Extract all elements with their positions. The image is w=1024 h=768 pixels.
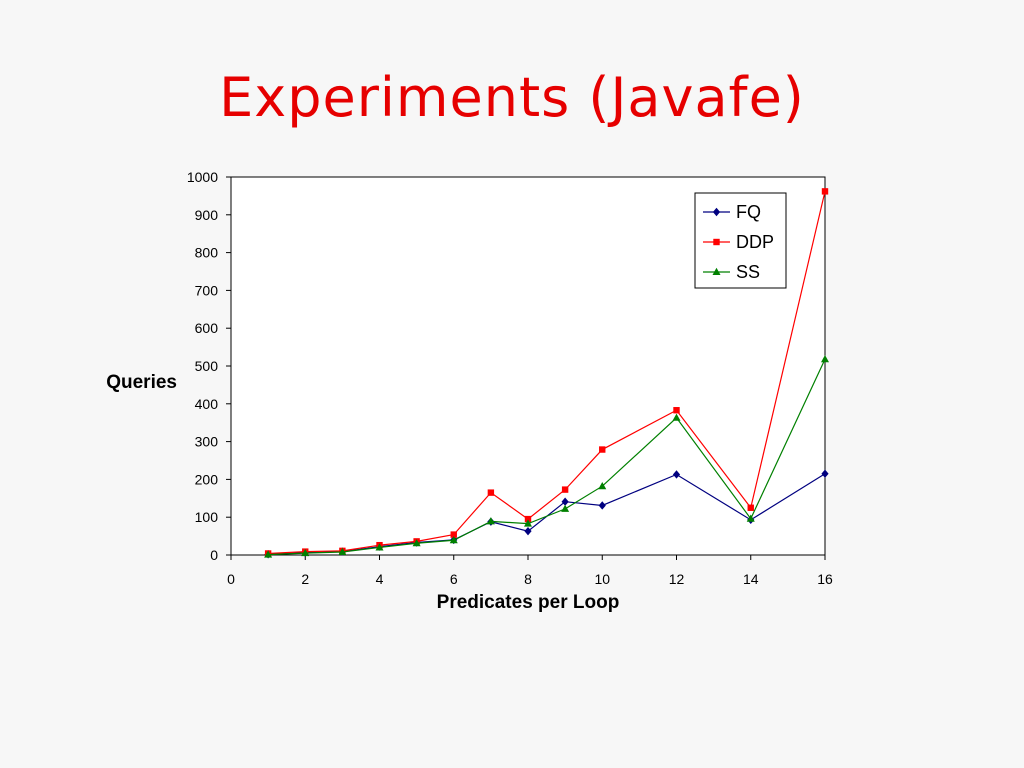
y-axis-title: Queries	[106, 372, 177, 393]
legend-item-fq: FQ	[703, 202, 761, 222]
data-point-fq	[821, 469, 829, 478]
legend-item-ddp: DDP	[703, 232, 774, 252]
data-point-fq	[561, 497, 569, 506]
y-tick-label: 1000	[187, 169, 218, 185]
y-tick-label: 500	[195, 358, 219, 374]
data-point-fq	[672, 470, 681, 479]
x-tick-label: 16	[817, 571, 833, 587]
data-point-ddp	[821, 188, 829, 195]
data-point-ddp	[561, 486, 569, 493]
data-point-ddp	[450, 531, 457, 538]
legend-marker-ss	[712, 267, 721, 275]
slide-title: Experiments (Javafe)	[219, 66, 805, 129]
data-point-ss	[524, 519, 532, 527]
legend: FQ DDP SS	[694, 192, 787, 289]
y-tick-label: 900	[195, 207, 219, 223]
data-point-ss	[598, 482, 607, 490]
data-point-ddp	[487, 489, 495, 496]
data-point-ss	[561, 504, 570, 512]
data-point-ss	[672, 413, 681, 421]
x-tick-label: 0	[227, 571, 235, 587]
data-point-ss	[486, 517, 495, 525]
data-point-ss	[746, 514, 755, 522]
x-axis-title: Predicates per Loop	[437, 592, 620, 613]
data-point-ss	[338, 547, 347, 555]
y-tick-label: 700	[195, 282, 219, 298]
data-point-fq	[524, 526, 532, 536]
axes: 0 100 200 300 400 500 600 700 800 900 1000 0 2 4 6 8 10 1…	[187, 169, 833, 587]
x-tick-label: 2	[301, 571, 309, 587]
data-point-ss	[375, 543, 384, 551]
y-tick-label: 100	[195, 509, 219, 525]
series-ss	[264, 354, 829, 558]
y-tick-label: 200	[195, 471, 219, 487]
data-point-ss	[449, 536, 458, 544]
x-tick-label: 4	[376, 571, 384, 587]
x-tick-label: 8	[524, 571, 532, 587]
data-point-fq	[598, 501, 606, 510]
legend-label-fq: FQ	[736, 202, 761, 222]
legend-marker-fq	[712, 207, 721, 217]
legend-marker-ddp	[713, 238, 720, 246]
data-point-ddp	[747, 504, 754, 511]
y-tick-label: 0	[210, 547, 218, 563]
y-tick-label: 800	[195, 245, 219, 261]
y-tick-label: 300	[195, 434, 219, 450]
x-tick-label: 10	[594, 571, 610, 587]
series-group	[264, 188, 829, 559]
data-point-ddp	[524, 515, 532, 523]
data-point-ddp	[599, 446, 606, 453]
legend-label-ddp: DDP	[736, 232, 774, 252]
data-point-ss	[264, 550, 273, 558]
x-tick-label: 6	[450, 571, 458, 587]
data-point-ss	[301, 548, 310, 557]
data-point-ddp	[673, 407, 680, 414]
x-tick-label: 14	[743, 571, 759, 587]
legend-label-ss: SS	[736, 262, 760, 282]
data-point-ss	[821, 354, 829, 363]
y-tick-label: 600	[195, 320, 219, 336]
y-tick-label: 400	[195, 396, 219, 412]
legend-item-ss: SS	[703, 262, 760, 282]
data-point-ss	[412, 539, 421, 547]
x-tick-label: 12	[669, 571, 685, 587]
